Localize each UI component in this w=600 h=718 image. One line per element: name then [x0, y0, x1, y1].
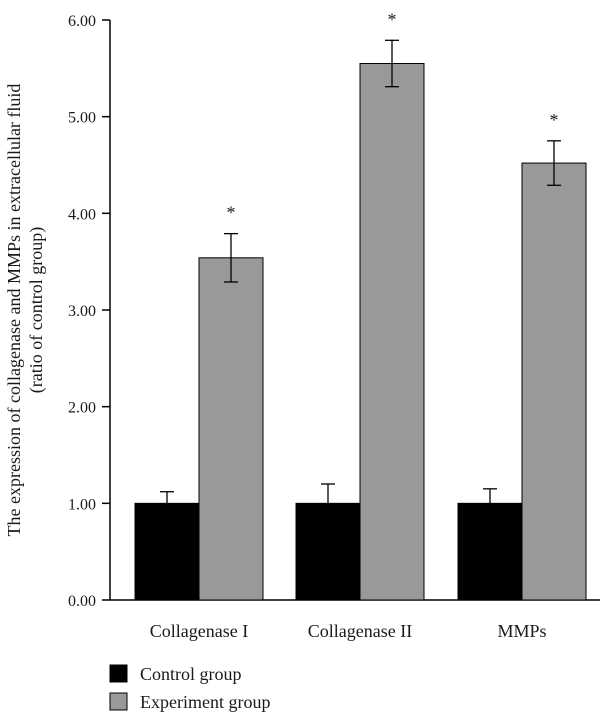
category-label: Collagenase II [308, 621, 412, 641]
y-tick-label: 5.00 [68, 110, 96, 127]
y-tick-label: 2.00 [68, 400, 96, 417]
y-ticks: 0.00 1.00 2.00 3.00 4.00 5.00 6.00 [68, 13, 110, 610]
category-label: Collagenase I [150, 621, 248, 641]
y-tick-label: 3.00 [68, 303, 96, 320]
y-axis-label-line1: The expression of collagenase and MMPs i… [4, 84, 24, 537]
significance-star: * [550, 110, 559, 130]
category-labels: Collagenase I Collagenase II MMPs [150, 621, 547, 641]
category-label: MMPs [497, 621, 546, 641]
y-tick-label: 6.00 [68, 13, 96, 30]
error-bars [160, 39, 561, 524]
bar-experiment-1 [359, 63, 425, 601]
significance-star: * [227, 203, 236, 223]
y-axis-label-line2: (ratio of control group) [26, 227, 47, 393]
bar-experiment-2 [521, 162, 587, 601]
legend: Control group Experiment group [109, 664, 270, 712]
bar-experiment-0 [198, 257, 264, 601]
legend-label-experiment: Experiment group [140, 692, 270, 712]
y-tick-label: 4.00 [68, 206, 96, 223]
legend-swatch-experiment [109, 692, 128, 711]
significance-star: * [388, 9, 397, 29]
bars [134, 63, 587, 601]
bar-control-0 [134, 502, 200, 601]
y-tick-label: 0.00 [68, 593, 96, 610]
significance-marks: * * * [227, 9, 559, 222]
bar-control-2 [457, 502, 523, 601]
legend-swatch-control [109, 664, 128, 683]
legend-label-control: Control group [140, 664, 242, 684]
y-tick-label: 1.00 [68, 496, 96, 513]
